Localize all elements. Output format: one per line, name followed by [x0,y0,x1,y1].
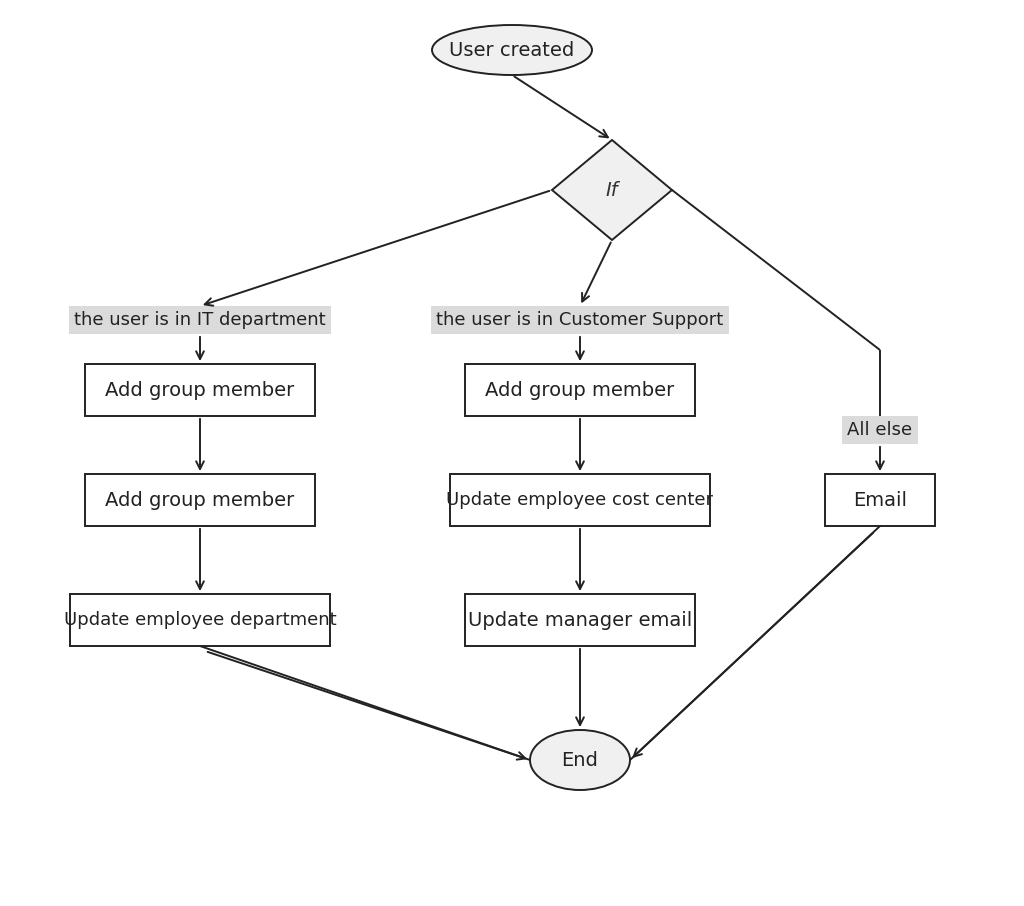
Text: Update employee department: Update employee department [63,611,336,629]
Text: Email: Email [853,490,907,509]
Text: All else: All else [848,421,912,439]
Text: Add group member: Add group member [485,381,675,400]
Text: Update manager email: Update manager email [468,611,692,630]
Text: Update employee cost center: Update employee cost center [446,491,714,509]
FancyBboxPatch shape [450,474,710,526]
FancyBboxPatch shape [70,594,330,646]
FancyBboxPatch shape [825,474,935,526]
FancyBboxPatch shape [465,364,695,416]
FancyBboxPatch shape [85,474,315,526]
Text: Add group member: Add group member [105,490,295,509]
FancyBboxPatch shape [85,364,315,416]
Ellipse shape [530,730,630,790]
FancyBboxPatch shape [465,594,695,646]
Text: End: End [561,750,598,769]
Text: User created: User created [450,41,574,60]
Ellipse shape [432,25,592,75]
Text: If: If [605,180,618,199]
Polygon shape [552,140,672,240]
Text: Add group member: Add group member [105,381,295,400]
Text: the user is in Customer Support: the user is in Customer Support [436,311,724,329]
Text: the user is in IT department: the user is in IT department [74,311,326,329]
